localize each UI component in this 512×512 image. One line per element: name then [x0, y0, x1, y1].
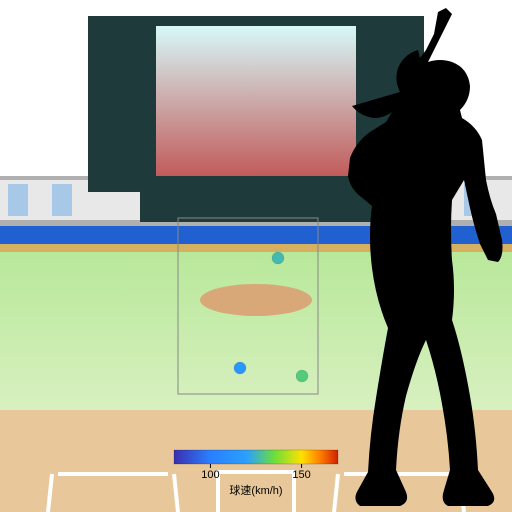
speed-legend-bar	[174, 450, 338, 464]
legend-tick-label: 100	[201, 469, 219, 481]
pitch-marker	[296, 370, 308, 382]
stadium-panel	[52, 184, 72, 216]
stadium-panel	[8, 184, 28, 216]
pitch-marker	[234, 362, 246, 374]
legend-label: 球速(km/h)	[229, 483, 282, 497]
legend-tick-label: 150	[292, 469, 310, 481]
pitch-marker	[272, 252, 284, 264]
pitchers-mound	[200, 284, 312, 316]
scoreboard-screen	[156, 26, 356, 176]
